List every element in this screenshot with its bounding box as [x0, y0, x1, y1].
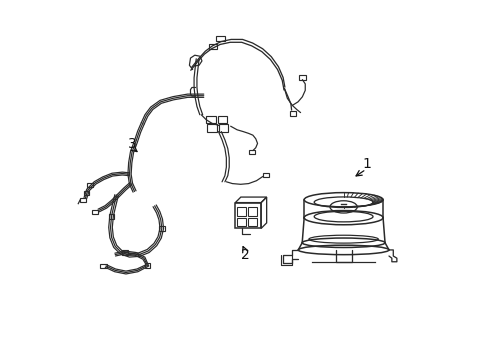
Bar	[248, 150, 255, 154]
Bar	[207, 125, 217, 132]
Bar	[216, 36, 225, 41]
Bar	[209, 44, 217, 49]
Bar	[122, 250, 128, 255]
Bar	[109, 215, 115, 219]
Bar	[87, 183, 93, 187]
Bar	[238, 207, 246, 216]
Bar	[92, 210, 98, 215]
Bar	[80, 198, 86, 202]
Bar	[145, 263, 150, 267]
Bar	[248, 218, 257, 226]
Bar	[100, 264, 107, 268]
Bar	[299, 76, 306, 80]
Bar	[159, 226, 165, 230]
Text: 2: 2	[241, 248, 249, 262]
Text: 3: 3	[128, 137, 136, 151]
Bar	[290, 111, 296, 116]
Bar	[238, 218, 246, 226]
Bar	[206, 116, 216, 123]
Text: 1: 1	[363, 157, 371, 171]
Bar	[84, 190, 89, 194]
Bar	[218, 116, 227, 123]
Bar	[219, 125, 228, 132]
Bar	[263, 173, 269, 177]
Bar	[248, 207, 257, 216]
